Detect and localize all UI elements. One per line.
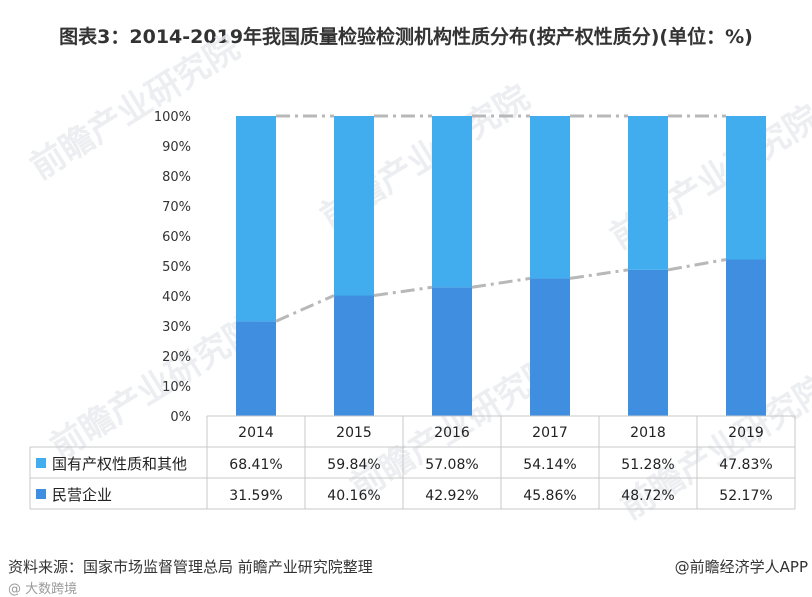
y-tick-label: 0% bbox=[170, 410, 191, 425]
bar-private-2018 bbox=[628, 269, 668, 416]
legend-swatch-state bbox=[36, 458, 46, 468]
x-tick-label: 2015 bbox=[336, 425, 372, 441]
source-note: 资料来源：国家市场监督管理总局 前瞻产业研究院整理 bbox=[8, 558, 373, 576]
bar-state-2017 bbox=[530, 116, 570, 279]
credit-note: @前瞻经济学人APP bbox=[674, 558, 808, 576]
bar-private-2015 bbox=[334, 295, 374, 416]
bar-private-2017 bbox=[530, 278, 570, 416]
data-label-state: 51.28% bbox=[621, 457, 674, 473]
bars bbox=[236, 116, 766, 416]
data-label-private: 40.16% bbox=[327, 488, 380, 504]
y-tick-label: 60% bbox=[162, 230, 191, 245]
x-tick-label: 2014 bbox=[238, 425, 274, 441]
y-tick-label: 90% bbox=[162, 140, 191, 155]
bar-private-2016 bbox=[432, 287, 472, 416]
trend-lines bbox=[275, 114, 727, 323]
data-label-private: 45.86% bbox=[523, 488, 576, 504]
series-line-private bbox=[275, 294, 335, 323]
watermark-logo: 前瞻产业研究院 bbox=[44, 308, 267, 468]
corner-watermark: @ 大数跨境 bbox=[8, 582, 78, 597]
y-tick-label: 50% bbox=[162, 260, 191, 275]
legend-swatch-private bbox=[36, 489, 46, 499]
chart-title: 图表3：2014-2019年我国质量检验检测机构性质分布(按产权性质分)(单位：… bbox=[59, 26, 753, 48]
data-table: 2014 2015 2016 2017 2018 2019 国有产权性质和其他 68.41% 5… bbox=[29, 415, 796, 510]
data-label-state: 59.84% bbox=[327, 457, 380, 473]
watermark-logo: 前瞻产业研究院 bbox=[24, 28, 247, 188]
y-tick-label: 40% bbox=[162, 290, 191, 305]
series-line-private bbox=[569, 268, 629, 280]
x-tick-label: 2019 bbox=[728, 425, 764, 441]
x-tick-label: 2017 bbox=[532, 425, 568, 441]
data-label-state: 57.08% bbox=[425, 457, 478, 473]
x-tick-label: 2016 bbox=[434, 425, 470, 441]
y-tick-label: 70% bbox=[162, 200, 191, 215]
y-tick-label: 10% bbox=[162, 380, 191, 395]
series-line-private bbox=[373, 285, 433, 298]
bar-state-2016 bbox=[432, 116, 472, 288]
data-label-private: 52.17% bbox=[719, 488, 772, 504]
legend-label-private: 民营企业 bbox=[52, 486, 112, 504]
data-label-state: 54.14% bbox=[523, 457, 576, 473]
bar-state-2014 bbox=[236, 116, 276, 322]
legend-label-state: 国有产权性质和其他 bbox=[52, 455, 187, 473]
data-label-state: 68.41% bbox=[229, 457, 282, 473]
data-label-private: 31.59% bbox=[229, 488, 282, 504]
bar-private-2014 bbox=[236, 321, 276, 416]
bar-private-2019 bbox=[726, 259, 766, 416]
y-tick-label: 100% bbox=[154, 110, 191, 125]
bar-state-2018 bbox=[628, 116, 668, 270]
y-tick-label: 80% bbox=[162, 170, 191, 185]
y-tick-label: 20% bbox=[162, 350, 191, 365]
bar-state-2019 bbox=[726, 116, 766, 260]
data-label-state: 47.83% bbox=[719, 457, 772, 473]
bar-state-2015 bbox=[334, 116, 374, 296]
series-line-private bbox=[667, 258, 727, 272]
y-tick-label: 30% bbox=[162, 320, 191, 335]
data-label-private: 42.92% bbox=[425, 488, 478, 504]
y-axis: 0% 10% 20% 30% 40% 50% 60% 70% 80% 90% 100% bbox=[154, 110, 191, 425]
series-line-private bbox=[471, 276, 531, 289]
x-tick-label: 2018 bbox=[630, 425, 666, 441]
data-label-private: 48.72% bbox=[621, 488, 674, 504]
